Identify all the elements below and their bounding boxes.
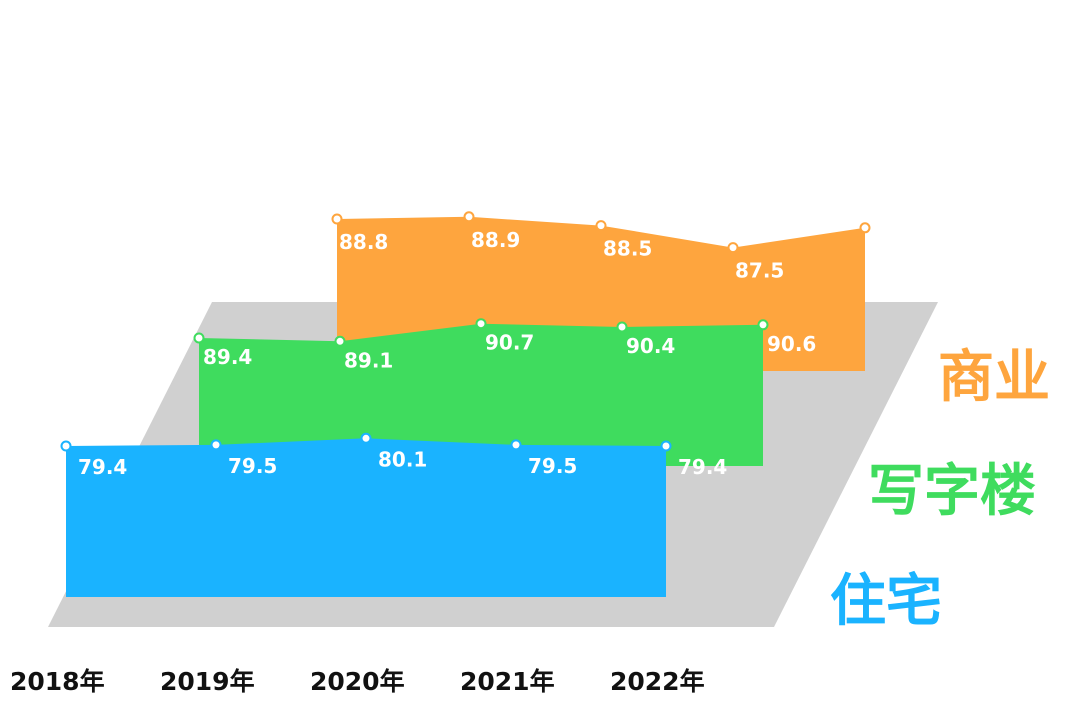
series-name-label: 住宅: [830, 569, 942, 634]
data-label: 89.4: [203, 345, 252, 369]
data-label: 88.5: [603, 237, 652, 261]
data-label: 79.4: [78, 455, 127, 479]
data-point[interactable]: [595, 220, 607, 232]
data-label: 79.5: [228, 454, 277, 478]
series-layers: 88.8 88.9 88.5 87.5 88.4 89.4 89.1 90.7 90.4 90.6…: [60, 211, 916, 597]
data-label: 88.4: [867, 239, 916, 263]
data-label: 80.1: [378, 447, 427, 471]
data-label: 88.8: [339, 230, 388, 254]
category-label: 2022年: [610, 667, 705, 696]
data-point[interactable]: [331, 213, 343, 225]
category-label: 2020年: [310, 667, 405, 696]
data-point[interactable]: [334, 335, 346, 347]
data-point[interactable]: [60, 440, 72, 452]
data-label: 87.5: [735, 259, 784, 283]
data-point[interactable]: [475, 318, 487, 330]
data-label: 79.4: [678, 455, 727, 479]
data-point[interactable]: [859, 222, 871, 234]
data-label: 88.9: [471, 228, 520, 252]
series-1-layer: 89.4 89.1 90.7 90.4 90.6: [193, 318, 816, 466]
data-label: 90.6: [767, 332, 816, 356]
series-name-label: 商业: [938, 345, 1050, 410]
series-0-layer: 79.4 79.5 80.1 79.5 79.4: [60, 432, 727, 597]
data-point[interactable]: [463, 211, 475, 223]
data-point[interactable]: [727, 242, 739, 254]
data-label: 79.5: [528, 454, 577, 478]
data-point[interactable]: [360, 432, 372, 444]
series-0-area: [66, 438, 666, 597]
data-point[interactable]: [210, 439, 222, 451]
data-point[interactable]: [757, 319, 769, 331]
data-point[interactable]: [510, 439, 522, 451]
data-point[interactable]: [660, 440, 672, 452]
category-label: 2021年: [460, 667, 555, 696]
data-point[interactable]: [616, 321, 628, 333]
data-point[interactable]: [193, 332, 205, 344]
data-label: 90.7: [485, 331, 534, 355]
category-label: 2018年: [10, 667, 105, 696]
category-axis: 2018年 2019年 2020年 2021年 2022年: [10, 667, 705, 696]
data-label: 90.4: [626, 334, 675, 358]
series-1-area: [199, 323, 763, 466]
series-labels: 住宅 写字楼 商业: [830, 345, 1050, 634]
data-label: 89.1: [344, 348, 393, 372]
category-label: 2019年: [160, 667, 255, 696]
series-name-label: 写字楼: [868, 459, 1036, 524]
